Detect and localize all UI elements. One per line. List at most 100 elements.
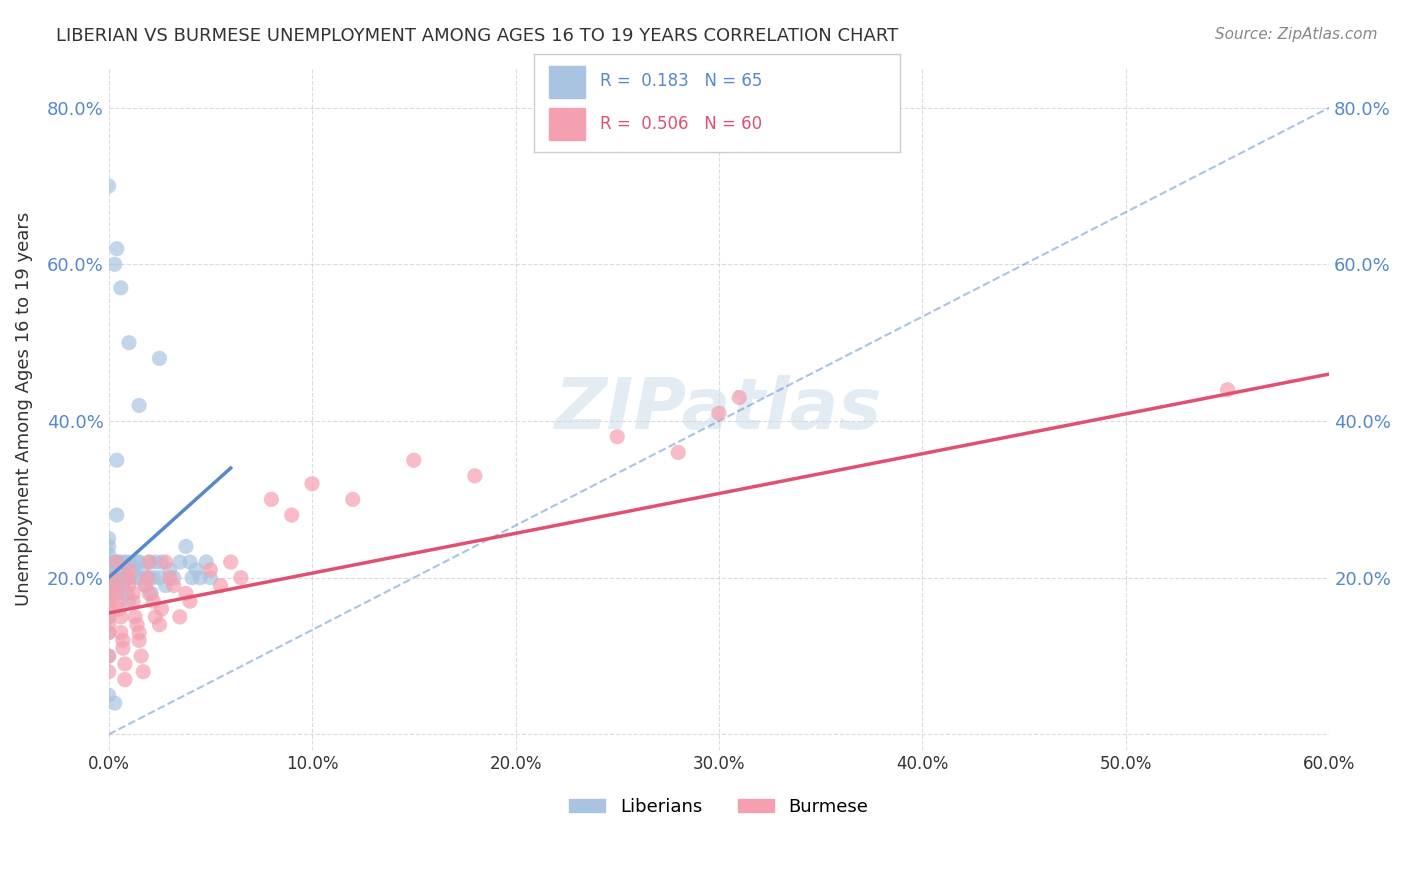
Point	[111, 641, 134, 656]
Point	[104, 571, 127, 585]
Point	[118, 335, 141, 350]
Bar	[548, 109, 585, 140]
Point	[402, 453, 425, 467]
Point	[122, 586, 145, 600]
Point	[260, 492, 283, 507]
Point	[145, 555, 167, 569]
Point	[136, 571, 159, 585]
Text: Source: ZipAtlas.com: Source: ZipAtlas.com	[1215, 27, 1378, 42]
Point	[105, 586, 128, 600]
Point	[301, 476, 323, 491]
Point	[174, 540, 197, 554]
Point	[707, 406, 730, 420]
Point	[1216, 383, 1239, 397]
Point	[155, 555, 177, 569]
Point	[97, 532, 120, 546]
Point	[138, 555, 160, 569]
Point	[97, 625, 120, 640]
Point	[169, 610, 191, 624]
Point	[118, 578, 141, 592]
Point	[104, 696, 127, 710]
Point	[127, 617, 149, 632]
Point	[124, 610, 146, 624]
Point	[97, 649, 120, 664]
Text: ZIPatlas: ZIPatlas	[555, 375, 883, 444]
Point	[138, 555, 160, 569]
Point	[464, 469, 486, 483]
Point	[105, 242, 128, 256]
Point	[666, 445, 689, 459]
Point	[118, 571, 141, 585]
Point	[155, 578, 177, 592]
Point	[122, 563, 145, 577]
Point	[97, 617, 120, 632]
Point	[97, 563, 120, 577]
Point	[114, 555, 136, 569]
Point	[104, 555, 127, 569]
Point	[145, 610, 167, 624]
Point	[179, 594, 201, 608]
Text: R =  0.183   N = 65: R = 0.183 N = 65	[600, 72, 762, 90]
Point	[163, 571, 186, 585]
Point	[111, 633, 134, 648]
Point	[107, 555, 129, 569]
Point	[97, 586, 120, 600]
Point	[148, 617, 170, 632]
Point	[97, 547, 120, 561]
Point	[110, 625, 132, 640]
Point	[110, 555, 132, 569]
Point	[118, 594, 141, 608]
Point	[97, 594, 120, 608]
Point	[200, 571, 222, 585]
Point	[181, 571, 204, 585]
Point	[114, 673, 136, 687]
Point	[159, 563, 181, 577]
Point	[110, 571, 132, 585]
Point	[150, 602, 173, 616]
Point	[118, 555, 141, 569]
Point	[342, 492, 364, 507]
Point	[97, 578, 120, 592]
Text: R =  0.506   N = 60: R = 0.506 N = 60	[600, 115, 762, 133]
Point	[110, 281, 132, 295]
Point	[104, 257, 127, 271]
Point	[97, 540, 120, 554]
Text: LIBERIAN VS BURMESE UNEMPLOYMENT AMONG AGES 16 TO 19 YEARS CORRELATION CHART: LIBERIAN VS BURMESE UNEMPLOYMENT AMONG A…	[56, 27, 898, 45]
Point	[200, 563, 222, 577]
Point	[159, 571, 181, 585]
Point	[111, 563, 134, 577]
Point	[219, 555, 242, 569]
Point	[188, 571, 211, 585]
Point	[128, 571, 150, 585]
Point	[132, 665, 155, 679]
Point	[129, 649, 152, 664]
Point	[142, 571, 165, 585]
Point	[114, 571, 136, 585]
Point	[209, 578, 232, 592]
Point	[104, 578, 127, 592]
Point	[148, 351, 170, 366]
Point	[97, 594, 120, 608]
Point	[128, 555, 150, 569]
Point	[142, 594, 165, 608]
Point	[97, 555, 120, 569]
Point	[97, 610, 120, 624]
Legend: Liberians, Burmese: Liberians, Burmese	[562, 790, 876, 822]
Point	[138, 586, 160, 600]
Point	[195, 555, 218, 569]
Point	[163, 578, 186, 592]
Point	[97, 610, 120, 624]
Bar	[548, 66, 585, 98]
Point	[97, 586, 120, 600]
Point	[728, 391, 751, 405]
Point	[184, 563, 207, 577]
Point	[134, 578, 156, 592]
Point	[107, 594, 129, 608]
Point	[179, 555, 201, 569]
Point	[97, 625, 120, 640]
Point	[97, 665, 120, 679]
Point	[174, 586, 197, 600]
Point	[105, 563, 128, 577]
Point	[148, 571, 170, 585]
Point	[606, 430, 628, 444]
